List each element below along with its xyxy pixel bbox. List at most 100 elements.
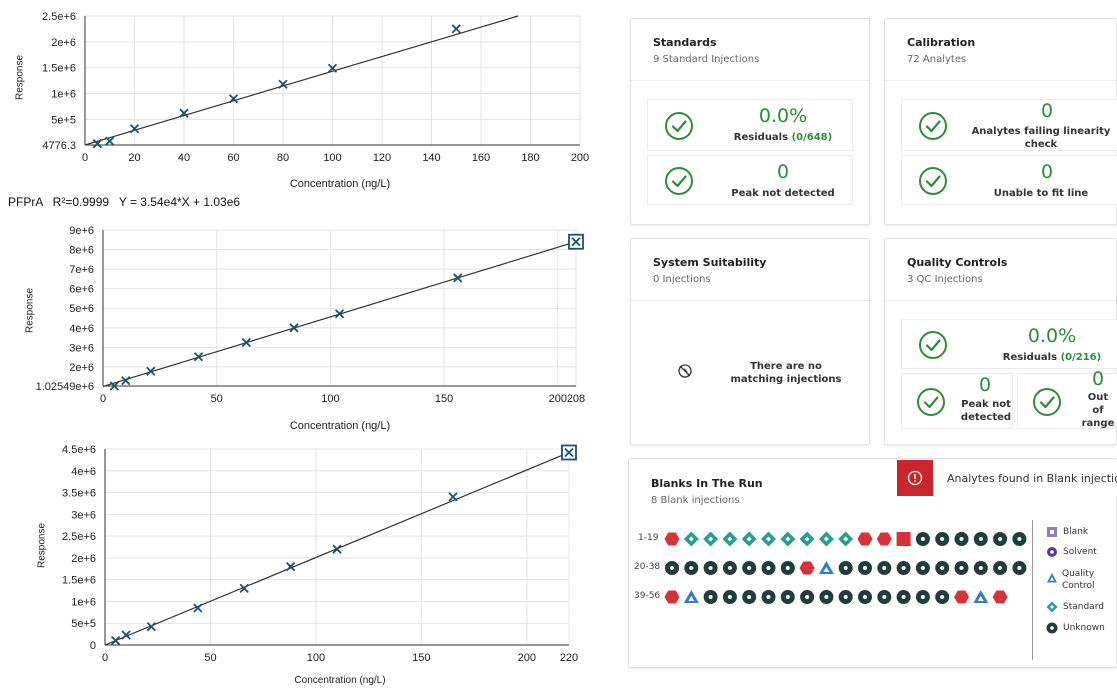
no-results-icon <box>678 364 692 378</box>
unknown-injection-marker <box>819 590 834 604</box>
x-tick-label: 60 <box>227 152 239 164</box>
unknown-injection-marker <box>973 561 988 575</box>
unknown-injection-marker <box>665 561 679 575</box>
check-circle-icon <box>919 331 947 359</box>
unknown-injection-marker <box>993 532 1008 546</box>
y-tick-label: 5e+6 <box>69 303 94 315</box>
x-tick-label: 40 <box>178 152 190 164</box>
solvent-circle-icon <box>1047 547 1057 557</box>
unknown-injection-marker <box>703 561 718 575</box>
qc-injection-marker <box>973 590 989 603</box>
qc-range-tile[interactable]: 0 Out of range <box>1017 368 1117 429</box>
run-row-label: 39-56 <box>634 591 661 601</box>
calibration-card-header: Calibration 72 Analytes <box>885 19 1116 81</box>
y-tick-label: 4776.3 <box>42 140 76 152</box>
x-tick-label: 120 <box>373 152 391 164</box>
blank-alert-banner[interactable]: Analytes found in Blank injection <box>897 460 1117 496</box>
data-point <box>121 375 131 386</box>
data-point <box>193 603 203 613</box>
data-point <box>289 323 299 333</box>
calibration-linearity-tile[interactable]: 0 Analytes failing linearity check <box>901 99 1117 151</box>
system-suitability-header: System Suitability 0 Injections <box>631 239 869 301</box>
standards-residuals-tile[interactable]: 0.0% Residuals (0/648) <box>647 99 853 151</box>
x-tick-label: 100 <box>321 393 339 405</box>
x-tick-label: 180 <box>521 152 539 164</box>
data-point <box>193 352 204 362</box>
check-circle-icon <box>1033 388 1061 416</box>
x-tick-label: 160 <box>472 152 490 164</box>
unknown-injection-marker <box>1012 532 1027 546</box>
unknown-injection-marker <box>935 561 950 575</box>
alert-icon-box <box>897 460 933 496</box>
data-point <box>121 630 131 640</box>
unknown-injection-marker <box>973 532 988 546</box>
unknown-injection-marker <box>684 561 699 575</box>
blank-injection-marker <box>896 532 911 546</box>
calibration-fit-tile[interactable]: 0 Unable to fit line <box>901 155 1117 205</box>
calibration-fit-label: Unable to fit line <box>993 188 1089 199</box>
alert-text: Analytes found in Blank injection <box>947 472 1117 485</box>
data-point <box>334 309 345 319</box>
blank-injection-marker <box>876 532 892 546</box>
y-tick-label: 3e+6 <box>71 509 96 521</box>
blank-injection-marker <box>799 561 815 575</box>
qc-peak-label-1: Peak not <box>961 399 1011 410</box>
unknown-injection-marker <box>858 561 872 575</box>
standards-card-header: Standards 9 Standard Injections <box>631 19 869 81</box>
quality-controls-card[interactable]: Quality Controls 3 QC Injections 0.0% Re… <box>884 238 1117 445</box>
x-tick-label: 200 <box>549 393 567 405</box>
x-tick-label: 200 <box>518 652 536 664</box>
qc-range-value: 0 <box>1091 368 1105 390</box>
qc-triangle-icon <box>1047 573 1057 583</box>
y-tick-label: 1.5e+6 <box>62 575 96 587</box>
check-circle-icon <box>917 388 945 416</box>
y-tick-label: 3e+6 <box>69 342 94 354</box>
qc-peak-tile[interactable]: 0 Peak not detected <box>901 373 1013 429</box>
unknown-injection-marker <box>838 561 853 575</box>
data-point <box>228 94 239 104</box>
excluded-point <box>568 233 584 250</box>
standards-peak-tile[interactable]: 0 Peak not detected <box>647 155 853 205</box>
system-suitability-card[interactable]: System Suitability 0 Injections There ar… <box>630 238 870 445</box>
data-point <box>129 124 140 134</box>
y-tick-label: 2e+6 <box>51 37 76 49</box>
y-tick-label: 2e+6 <box>71 553 96 565</box>
standards-peak-label: Peak not detected <box>731 188 835 199</box>
standard-injection-marker <box>703 531 719 547</box>
unknown-injection-marker <box>935 590 950 604</box>
qc-residuals-label: Residuals (0/216) <box>1002 352 1102 363</box>
quality-controls-subtitle: 3 QC Injections <box>907 274 983 285</box>
standard-injection-marker <box>799 531 815 547</box>
x-tick-label: 140 <box>422 152 440 164</box>
check-circle-icon <box>919 112 947 140</box>
system-suitability-subtitle: 0 Injections <box>653 274 711 285</box>
standard-injection-marker <box>741 531 757 547</box>
unknown-injection-marker <box>858 590 872 604</box>
data-point <box>332 544 342 554</box>
data-point <box>327 63 338 73</box>
qc-peak-label-2: detected <box>960 412 1012 423</box>
qc-injection-marker <box>683 590 699 603</box>
standard-injection-marker <box>818 531 834 547</box>
y-tick-label: 5e+5 <box>71 618 96 630</box>
unknown-injection-marker <box>722 561 737 575</box>
y-tick-label: 9e+6 <box>69 225 94 237</box>
blank-injection-marker <box>664 590 680 604</box>
standards-card[interactable]: Standards 9 Standard Injections 0.0% Res… <box>630 18 870 225</box>
data-point <box>110 636 121 646</box>
x-tick-label: 20 <box>128 152 140 164</box>
unknown-injection-marker <box>896 590 911 604</box>
calibration-card[interactable]: Calibration 72 Analytes 0 Analytes faili… <box>884 18 1117 225</box>
y-tick-label: 4.5e+6 <box>62 444 96 456</box>
calibration-chart-3: 0 50 100 150 200 220 0 5e+5 1e+6 1.5e+6 2e+6 2.5e+6… <box>62 444 578 664</box>
x-tick-label: 50 <box>204 652 216 664</box>
blank-injection-marker <box>857 532 873 546</box>
calibration-linearity-value: 0 <box>1040 100 1054 122</box>
unknown-injection-marker <box>742 561 757 575</box>
chart1-ylabel: Response <box>14 54 26 101</box>
x-tick-label: 80 <box>277 152 289 164</box>
standards-peak-value: 0 <box>776 161 790 183</box>
data-point <box>451 24 461 34</box>
qc-residuals-tile[interactable]: 0.0% Residuals (0/216) <box>901 319 1117 369</box>
unknown-injection-marker <box>915 532 930 546</box>
